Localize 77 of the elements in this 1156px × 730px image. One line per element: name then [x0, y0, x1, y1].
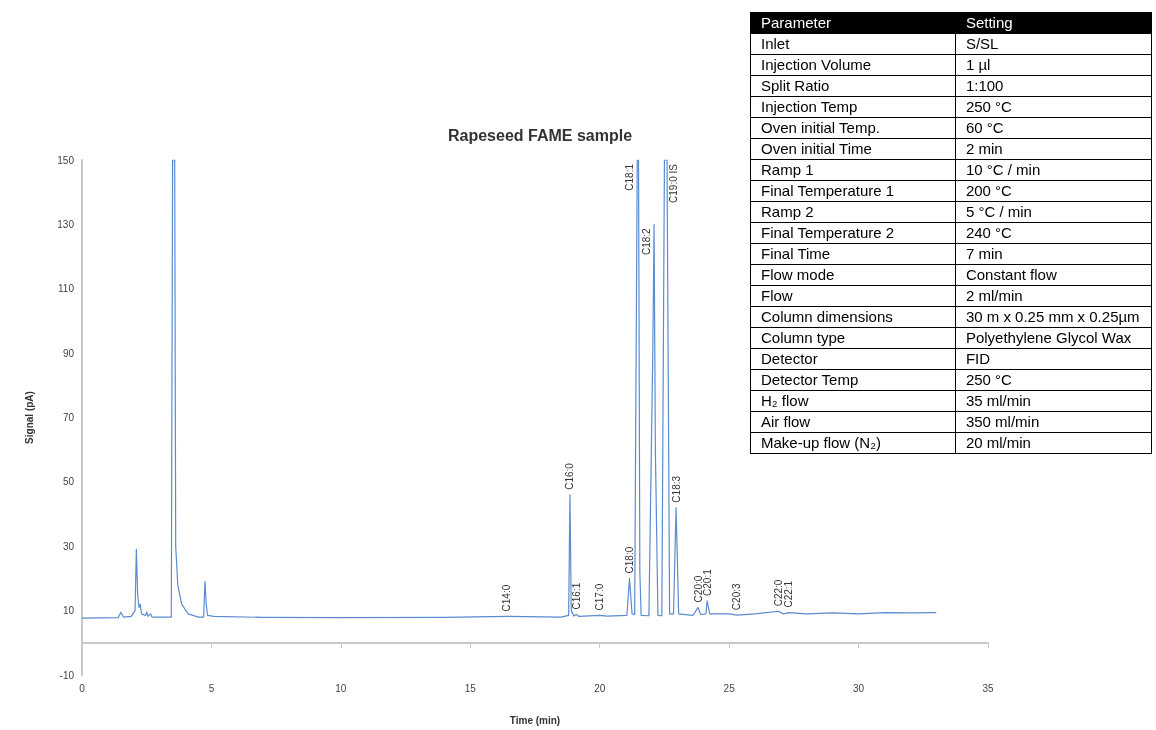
chart-title: Rapeseed FAME sample	[447, 126, 633, 144]
y-tick-label: 50	[62, 476, 75, 488]
x-tick-label: 0	[79, 682, 86, 694]
annotation: Constant flow	[955, 264, 1152, 286]
text: Injection Volume	[750, 54, 956, 76]
annotation: Make-up flow (N₂)	[750, 432, 956, 454]
text: Parameter	[750, 12, 956, 34]
y-axis-title: Signal (pA)	[23, 391, 35, 444]
annotation: C20:0	[692, 575, 704, 603]
x-tick-label: 25	[723, 682, 736, 694]
y-tick-label: 130	[57, 218, 75, 230]
annotation: C17:0	[594, 583, 606, 611]
annotation: 35 ml/min	[955, 390, 1152, 412]
annotation: Ramp 1	[750, 159, 956, 181]
annotation: Final Temperature 2	[750, 222, 956, 244]
text: 250 °C	[955, 96, 1152, 118]
annotation: H₂ flow	[750, 390, 956, 412]
y-tick-label: 10	[62, 605, 75, 617]
annotation: Air flow	[750, 411, 956, 433]
annotation: 250 °C	[955, 369, 1152, 391]
y-tick-label: 110	[58, 283, 75, 295]
annotation: 350 ml/min	[955, 411, 1152, 433]
annotation: C22:1	[783, 580, 795, 608]
annotation: C18:0	[623, 546, 635, 574]
annotation: C14:0	[501, 584, 513, 612]
x-tick-label: 35	[982, 682, 994, 694]
annotation: 20 ml/min	[955, 432, 1152, 454]
text: 1 µl	[955, 54, 1152, 76]
annotation: 200 °C	[955, 180, 1152, 202]
annotation: Final Temperature 1	[750, 180, 956, 202]
annotation: 2 ml/min	[955, 285, 1152, 307]
annotation: C22:0	[772, 579, 784, 607]
annotation: Polyethylene Glycol Wax	[955, 327, 1152, 349]
annotation: 5 °C / min	[955, 201, 1152, 223]
annotation: Column dimensions	[750, 306, 956, 328]
annotation: C20:3	[731, 583, 743, 611]
annotation: C19:0 IS	[668, 163, 680, 203]
x-tick-label: 5	[208, 682, 215, 694]
x-tick-label: 20	[594, 682, 606, 694]
y-tick-label: 70	[62, 412, 75, 423]
annotation: C20:1	[701, 568, 713, 596]
annotation: Detector	[750, 348, 956, 370]
text: Injection Temp	[750, 96, 956, 118]
annotation: 240 °C	[955, 222, 1152, 244]
annotation: C16:1	[570, 582, 582, 610]
annotation: Column type	[750, 327, 956, 349]
text: Oven initial Temp.	[750, 117, 956, 139]
annotation: C18:2	[640, 227, 652, 256]
y-tick-label: -10	[59, 669, 75, 681]
line-series	[81, 159, 937, 619]
text: 1:100	[955, 75, 1152, 97]
x-tick-label: 10	[335, 682, 347, 694]
y-tick-label: 30	[62, 540, 75, 552]
annotation: C18:1	[623, 163, 635, 191]
annotation: Flow mode	[750, 264, 956, 286]
text: Inlet	[750, 33, 956, 55]
text: S/SL	[955, 33, 1152, 55]
annotation: C16:0	[564, 462, 576, 490]
y-tick-label: 90	[62, 347, 75, 359]
x-tick-label: 15	[464, 682, 477, 694]
text: 60 °C	[955, 117, 1152, 139]
x-axis-title: Time (min)	[509, 714, 561, 726]
annotation: Flow	[750, 285, 956, 307]
text: Split Ratio	[750, 75, 956, 97]
y-tick-label: 150	[57, 154, 75, 166]
text: 2 min	[955, 138, 1152, 160]
annotation: 10 °C / min	[955, 159, 1152, 181]
text: Oven initial Time	[750, 138, 956, 160]
annotation: C18:3	[670, 475, 682, 503]
annotation: 7 min	[955, 243, 1152, 265]
annotation: Final Time	[750, 243, 956, 265]
annotation: Detector Temp	[750, 369, 956, 391]
annotation: 30 m x 0.25 mm x 0.25µm	[955, 306, 1152, 328]
text: Setting	[955, 12, 1152, 34]
x-tick-label: 30	[853, 682, 865, 694]
annotation: FID	[955, 348, 1152, 370]
annotation: Ramp 2	[750, 201, 956, 223]
